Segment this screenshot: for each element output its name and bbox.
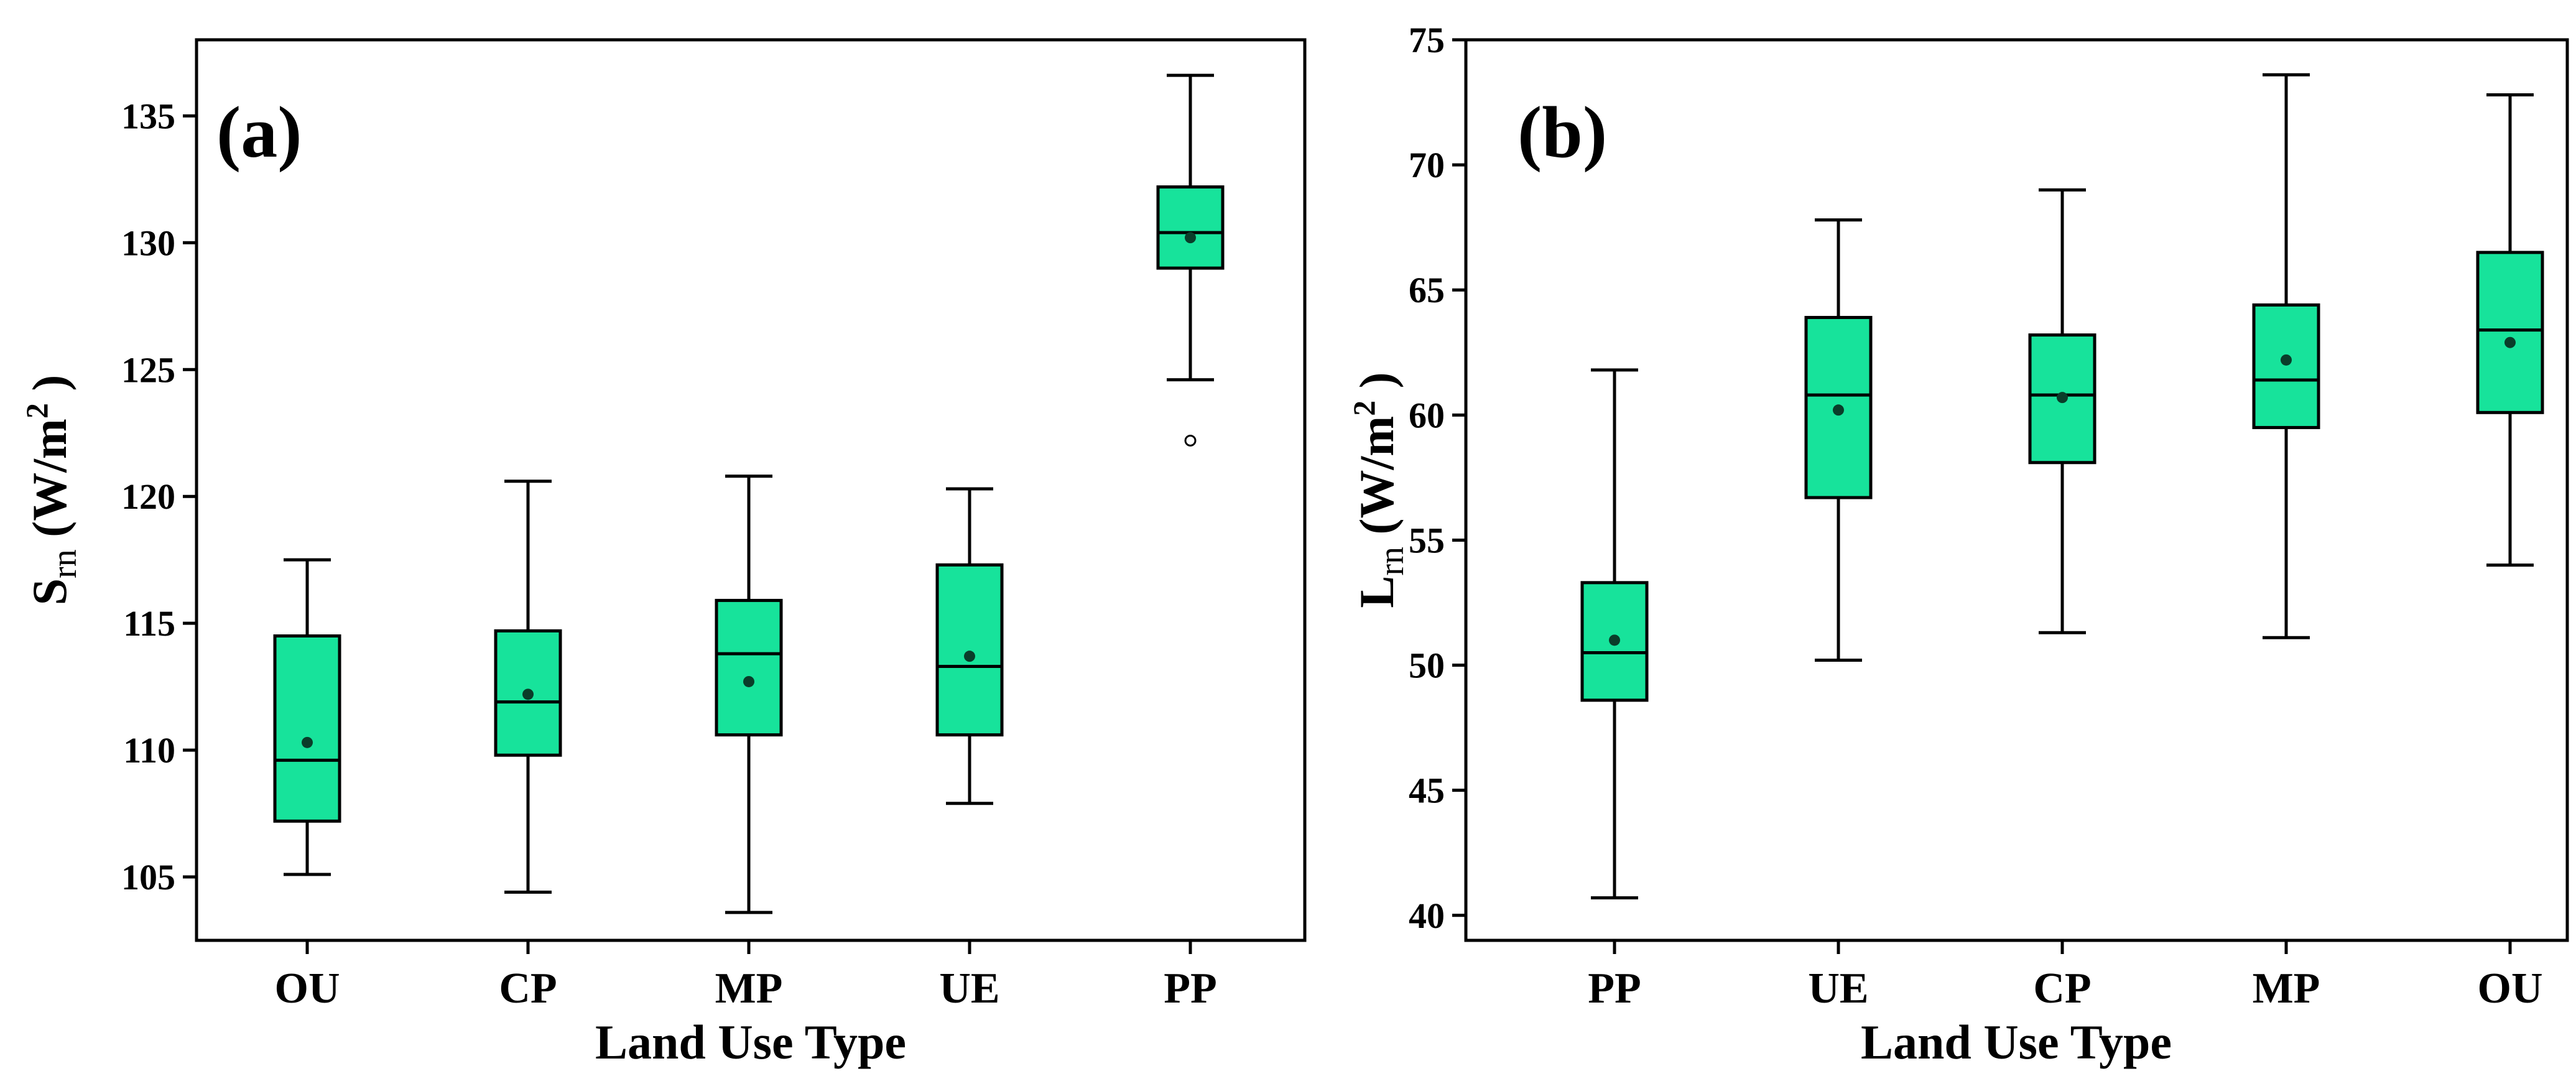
panel-b-mp-box [2252,303,2320,429]
panel-b-x-axis-label: Land Use Type [1861,1015,2172,1069]
panel-b-y-tick-label-50: 50 [1409,646,1445,686]
panel-a-x-ticks: OU CP MP UE PP [275,940,1217,1013]
panel-b-y-label-unit: (W/m [1350,416,1404,547]
panel-a-y-ticks: 105 110 115 120 125 130 135 [121,96,197,897]
panel-a-label: (a) [216,91,302,173]
panel-b-mp-mean-marker [2281,354,2292,366]
panel-a-ue-box [935,563,1004,737]
panel-b-pp-mean-marker [1609,634,1620,646]
panel-a-y-axis-label: Srn (W/m2 ) [19,375,84,606]
panel-b-x-tick-label-ou: OU [2478,965,2543,1013]
panel-b-y-tick-label-45: 45 [1409,771,1445,811]
panel-a-pp-mean-marker [1185,232,1196,244]
panel-b-x-ticks: PP UE CP MP OU [1588,940,2543,1013]
panel-a: 105 110 115 120 125 130 135 OU CP MP UE PP (a) Lan… [19,38,1307,1069]
panel-a-x-tick-label-ue: UE [939,965,999,1013]
panel-a-y-tick-label-110: 110 [123,730,175,771]
panel-a-ue-mean-marker [964,651,975,662]
panel-a-mp-mean-marker [743,675,754,687]
panel-b-x-tick-label-ue: UE [1808,965,1868,1013]
panel-a-y-tick-label-120: 120 [121,476,175,517]
panel-b-ou-box [2476,251,2544,414]
panel-a-y-label-sub: rn [45,549,84,578]
panel-a-x-tick-label-ou: OU [275,965,340,1013]
panel-b-ue-mean-marker [1833,404,1844,416]
panel-a-y-label-close: ) [22,375,76,403]
panel-b-y-label-sub: rn [1373,547,1411,576]
panel-a-mp-box [715,598,783,737]
panel-b-cp-mean-marker [2057,392,2068,404]
panel-b-y-label-close: ) [1350,372,1404,400]
panel-b-x-tick-label-cp: CP [2033,965,2091,1013]
panel-b-y-label-main: L [1350,576,1404,608]
panel-b-x-tick-label-pp: PP [1588,965,1641,1013]
panel-b-y-tick-label-55: 55 [1409,520,1445,560]
panel-a-y-tick-label-130: 130 [121,223,175,263]
panel-b-y-ticks: 40 45 50 55 60 65 70 75 [1409,20,1466,936]
panel-b-x-tick-label-mp: MP [2253,965,2320,1013]
panel-a-x-tick-label-pp: PP [1164,965,1217,1013]
panel-b-y-tick-label-60: 60 [1409,395,1445,435]
panel-b-y-tick-label-75: 75 [1409,20,1445,60]
panel-a-x-tick-label-mp: MP [715,965,783,1013]
panel-a-x-tick-label-cp: CP [499,965,557,1013]
panel-a-pp-outlier-0 [1184,434,1197,447]
panel-b-y-tick-label-70: 70 [1409,145,1445,185]
panel-a-marks [273,73,1225,914]
panel-a-y-tick-label-105: 105 [121,857,175,897]
panel-b-label: (b) [1517,91,1607,173]
panel-b-y-axis-label: Lrn (W/m2 ) [1346,372,1411,608]
panel-b-y-tick-label-65: 65 [1409,270,1445,310]
panel-a-ou-mean-marker [302,736,313,748]
panel-b-frame [1464,38,2569,942]
panel-a-y-tick-label-125: 125 [121,350,175,390]
panel-a-ou-box [273,634,341,823]
panel-a-y-tick-label-135: 135 [121,96,175,136]
panel-b-y-tick-label-40: 40 [1409,896,1445,936]
panel-a-y-label-sup: 2 [19,403,54,419]
panel-b: 40 45 50 55 60 65 70 75 PP UE CP MP OU (b) Land Use… [1346,20,2569,1069]
panel-a-frame [195,38,1307,942]
panel-b-y-label-sup: 2 [1346,401,1381,416]
panel-a-y-label-unit: (W/m [22,419,76,549]
panel-a-y-label-main: S [22,578,76,605]
panel-a-pp-box [1156,185,1225,270]
panel-b-marks [1580,73,2544,900]
panel-a-x-axis-label: Land Use Type [595,1015,906,1069]
panel-a-y-tick-label-115: 115 [123,603,175,644]
panel-a-cp-mean-marker [522,688,534,700]
panel-b-ou-mean-marker [2504,336,2516,348]
